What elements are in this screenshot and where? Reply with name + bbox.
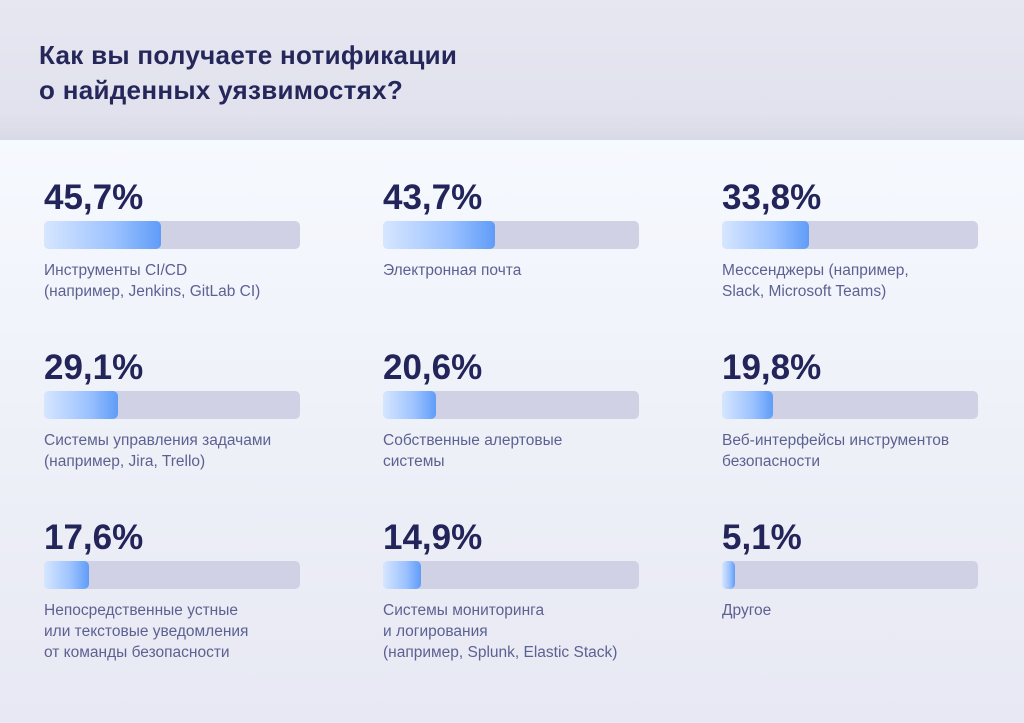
bar-item: 5,1% Другое [722, 518, 978, 621]
bar-fill [44, 221, 161, 249]
bar-item: 43,7% Электронная почта [383, 178, 639, 281]
header-band [0, 0, 1024, 140]
data-label: 43,7% [383, 178, 483, 217]
bar-item: 19,8% Веб-интерфейсы инструментов безопа… [722, 348, 978, 472]
bar-fill [44, 391, 119, 419]
category-label: Веб-интерфейсы инструментов безопасности [722, 432, 950, 470]
bar-track [722, 391, 978, 419]
bar-track [44, 221, 300, 249]
category-label: Электронная почта [383, 262, 522, 279]
bar-item: 20,6% Собственные алертовые системы [383, 348, 639, 472]
data-label: 20,6% [383, 348, 483, 387]
bar-item: 17,6% Непосредственные устные или тексто… [44, 518, 300, 663]
bar-fill [383, 391, 436, 419]
bar-track [383, 391, 639, 419]
data-label: 45,7% [44, 178, 144, 217]
bar-track [722, 561, 978, 589]
bar-fill [722, 561, 736, 589]
bar-item: 14,9% Системы мониторинга и логирования … [383, 518, 639, 663]
bar-track [44, 561, 300, 589]
bar-fill [722, 221, 809, 249]
category-label: Собственные алертовые системы [383, 432, 563, 470]
bar-track [383, 561, 639, 589]
bar-fill [722, 391, 773, 419]
category-label: Системы управления задачами (например, J… [44, 432, 272, 470]
bar-item: 29,1% Системы управления задачами (напри… [44, 348, 300, 472]
data-label: 33,8% [722, 178, 822, 217]
category-label: Мессенджеры (например, Slack, Microsoft … [722, 262, 909, 300]
data-label: 17,6% [44, 518, 144, 557]
bar-track [383, 221, 639, 249]
bar-track [722, 221, 978, 249]
data-label: 19,8% [722, 348, 822, 387]
category-label: Другое [722, 602, 772, 619]
category-label: Системы мониторинга и логирования (напри… [383, 602, 618, 661]
category-label: Непосредственные устные или текстовые ув… [44, 602, 249, 661]
data-label: 14,9% [383, 518, 483, 557]
data-label: 5,1% [722, 518, 802, 557]
data-label: 29,1% [44, 348, 144, 387]
bar-fill [383, 561, 422, 589]
bar-item: 45,7% Инструменты CI/CD (например, Jenki… [44, 178, 300, 302]
bar-track [44, 391, 300, 419]
bar-fill [44, 561, 90, 589]
chart-title: Как вы получаете нотификации о найденных… [39, 40, 458, 105]
bar-item: 33,8% Мессенджеры (например, Slack, Micr… [722, 178, 978, 302]
bar-fill [383, 221, 495, 249]
category-label: Инструменты CI/CD (например, Jenkins, Gi… [44, 262, 261, 300]
